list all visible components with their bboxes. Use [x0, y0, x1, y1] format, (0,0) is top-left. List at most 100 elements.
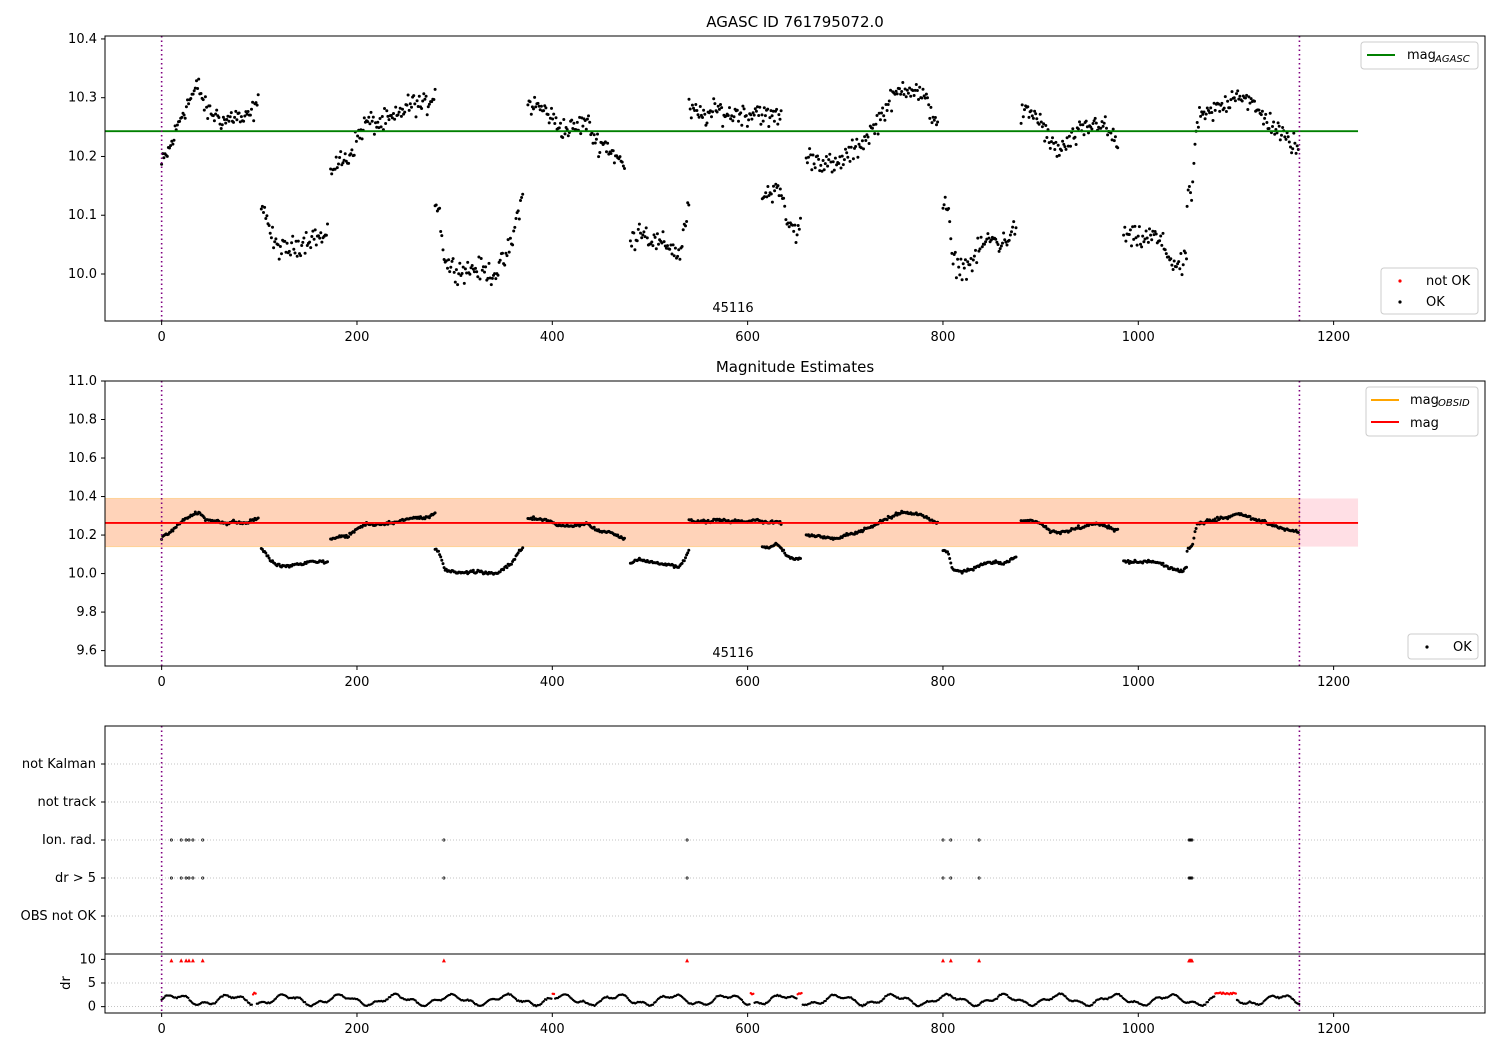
ok-point: [793, 223, 797, 227]
ok-point: [563, 132, 567, 136]
ok-point: [1078, 120, 1081, 124]
ok-point: [657, 242, 660, 246]
ok-point: [469, 266, 473, 270]
ok-point: [1265, 121, 1269, 124]
ok-point: [441, 248, 445, 252]
panel2-legend-top: mag OBSID mag: [1365, 386, 1479, 437]
ok-point: [294, 239, 298, 243]
ok-point: [1043, 139, 1047, 143]
panel2-points: [160, 509, 1300, 576]
ok-point: [242, 119, 246, 123]
ok-point: [1208, 111, 1212, 115]
ok-point: [338, 156, 342, 159]
ok-point: [612, 161, 616, 165]
ok-point: [319, 231, 323, 235]
ok-point: [1130, 244, 1133, 248]
ok-point: [712, 97, 716, 101]
ok-point: [1008, 233, 1012, 237]
dr-point: [1298, 1002, 1301, 1006]
ok-point: [1218, 109, 1222, 113]
ok-point: [263, 205, 267, 209]
ok-point: [864, 139, 868, 142]
ok-point: [1093, 116, 1097, 120]
ok-point: [633, 248, 637, 252]
ok-point: [1033, 109, 1037, 113]
ok-point: [590, 131, 594, 135]
ok-point: [720, 106, 724, 110]
dr-clipped-marker: [685, 958, 690, 963]
ok-point: [396, 113, 400, 117]
panel1-frame: [104, 35, 1486, 322]
dr-point: [824, 999, 827, 1003]
ok-point: [809, 153, 813, 157]
ok-point: [904, 95, 908, 99]
ok-point: [347, 161, 351, 165]
ok-point: [1230, 90, 1234, 94]
dr-point: [599, 999, 603, 1003]
ok-point: [333, 167, 337, 171]
ok-point: [611, 149, 615, 153]
ok-point: [184, 105, 188, 109]
ok-point: [326, 222, 329, 226]
ok-point: [289, 253, 292, 257]
flag-point: [977, 876, 981, 880]
ok-point: [566, 134, 570, 138]
ok-point: [385, 109, 389, 113]
ok-point: [277, 257, 281, 261]
ok-point: [171, 142, 175, 146]
ok-point: [1180, 273, 1184, 277]
ok-point: [356, 134, 360, 138]
x-tick-label: 0: [158, 675, 166, 690]
ok-point: [463, 267, 467, 271]
ok-point: [410, 105, 413, 109]
ok-point: [669, 243, 673, 247]
x-tick-label: 600: [735, 675, 760, 690]
panel3-frame: [104, 725, 1486, 1014]
ok-point: [1030, 114, 1034, 118]
ok-point: [311, 229, 315, 233]
ok-point: [1061, 139, 1065, 143]
ok-point: [202, 108, 206, 112]
ok-point: [1274, 128, 1278, 131]
ok-point: [516, 551, 520, 555]
ok-point: [1069, 144, 1072, 148]
ok-point: [694, 103, 698, 106]
ok-point: [941, 206, 945, 210]
ok-point: [643, 235, 647, 239]
ok-point: [693, 109, 697, 112]
ok-point: [949, 561, 953, 565]
ok-point: [1262, 122, 1265, 126]
ok-point: [878, 118, 882, 122]
ok-point: [1259, 113, 1263, 117]
ok-point: [583, 119, 587, 122]
x-tick-label: 0: [158, 1022, 166, 1037]
ok-point: [335, 166, 339, 170]
ok-point: [1248, 101, 1252, 105]
ok-point: [1213, 517, 1217, 521]
ok-point: [804, 156, 808, 160]
ok-point: [349, 152, 353, 156]
ok-point: [1010, 230, 1013, 234]
ok-point: [1271, 125, 1274, 128]
ok-point: [363, 523, 367, 527]
ok-point: [732, 115, 736, 119]
dr-point: [545, 998, 548, 1001]
ok-point: [603, 140, 607, 144]
ok-point: [644, 226, 648, 230]
ok-point: [635, 239, 639, 243]
ok-point: [168, 146, 171, 150]
dr-point: [254, 992, 257, 995]
ok-point: [182, 113, 186, 117]
flag-point: [1190, 876, 1194, 880]
ok-point: [352, 153, 356, 157]
x-tick-label: 1000: [1122, 1022, 1155, 1037]
dr-axis-label: dr: [59, 976, 74, 990]
flag-point: [949, 838, 953, 842]
legend-obsid-sub: OBSID: [1438, 398, 1470, 409]
ok-point: [827, 158, 831, 162]
ok-point: [817, 157, 821, 161]
ok-point: [950, 251, 954, 255]
ok-point: [745, 124, 749, 128]
ok-point: [456, 283, 460, 287]
ok-point: [719, 103, 722, 106]
